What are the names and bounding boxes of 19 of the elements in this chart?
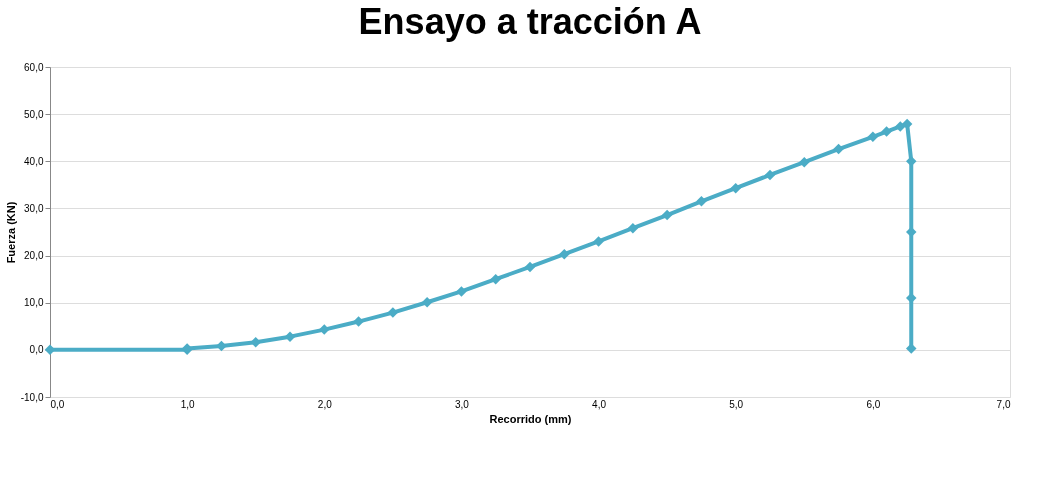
y-tick-label: 50,0 [24, 108, 44, 120]
chart-title: Ensayo a tracción A [358, 1, 702, 42]
x-tick-label: 7,0 [996, 398, 1011, 410]
y-tick-label: 10,0 [24, 297, 44, 309]
x-tick-label: 3,0 [454, 398, 470, 410]
y-tick-label: 20,0 [24, 250, 44, 262]
y-tick-label: 60,0 [24, 61, 44, 73]
x-axis-title: Recorrido (mm) [489, 412, 572, 425]
x-tick-label: 4,0 [592, 398, 607, 410]
x-tick-label: 5,0 [729, 398, 744, 410]
x-tick-label: 1,0 [180, 398, 196, 410]
y-tick-label: 0,0 [29, 344, 44, 356]
y-tick-label: 30,0 [24, 202, 44, 214]
x-tick-label: 2,0 [317, 398, 333, 410]
x-tick-label: 6,0 [866, 398, 881, 410]
y-axis-title: Fuerza (KN) [4, 201, 17, 264]
y-tick-label: 40,0 [24, 155, 44, 167]
y-tick-label: -10,0 [20, 391, 44, 403]
x-tick-label: 0,0 [50, 398, 65, 410]
